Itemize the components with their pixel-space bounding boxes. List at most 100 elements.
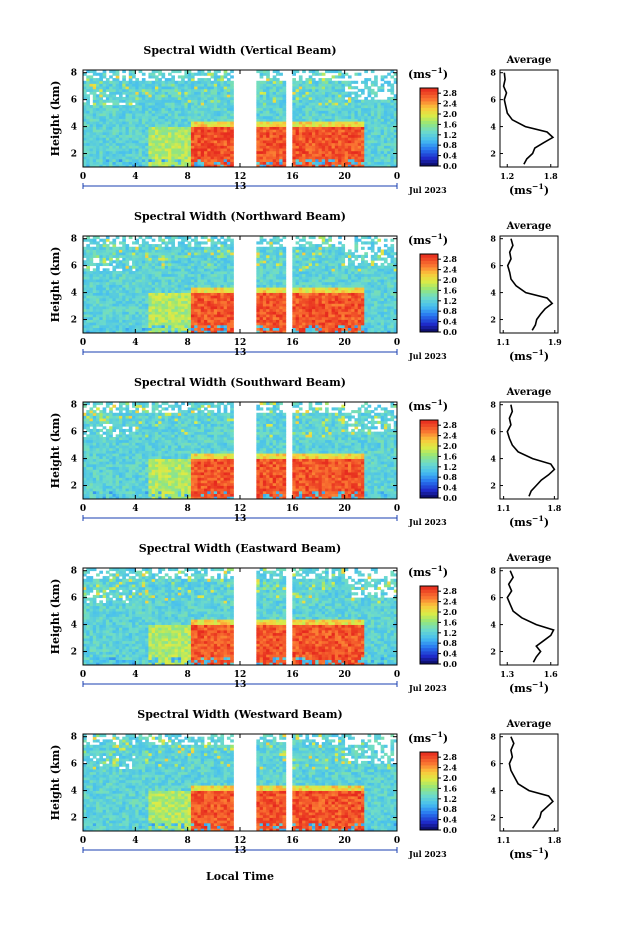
heatmap-cell	[302, 145, 306, 149]
heatmap-cell	[118, 134, 123, 138]
heatmap-cell	[279, 126, 283, 130]
heatmap-cell	[105, 110, 110, 114]
heatmap-cell	[295, 271, 300, 275]
heatmap-cell	[145, 129, 149, 133]
heatmap-cell	[197, 281, 202, 285]
date-label: Jul 2023	[408, 185, 447, 195]
heatmap-cell	[115, 145, 120, 149]
heatmap-cell	[226, 265, 231, 269]
heatmap-cell	[138, 252, 143, 256]
heatmap-cell	[361, 110, 365, 114]
heatmap-cell	[266, 260, 270, 264]
colorbar-segment	[420, 114, 438, 118]
heatmap-cell	[99, 158, 104, 163]
heatmap-cell	[168, 150, 172, 154]
heatmap-cell	[383, 123, 388, 127]
heatmap-cell	[141, 281, 146, 285]
heatmap-cell	[305, 140, 310, 144]
heatmap-cell	[213, 164, 218, 168]
heatmap-cell	[230, 150, 234, 154]
heatmap-cell	[217, 289, 221, 293]
heatmap-cell	[105, 284, 110, 288]
heatmap-cell	[266, 137, 270, 141]
heatmap-cell	[154, 134, 159, 138]
heatmap-cell	[269, 121, 274, 125]
heatmap-cell	[200, 249, 205, 253]
heatmap-cell	[194, 271, 198, 275]
heatmap-cell	[132, 279, 136, 283]
heatmap-cell	[256, 118, 261, 122]
heatmap-cell	[190, 142, 195, 146]
heatmap-cell	[86, 244, 90, 248]
heatmap-cell	[223, 292, 228, 296]
heatmap-cell	[125, 123, 130, 127]
heatmap-cell	[207, 86, 211, 90]
heatmap-cell	[105, 244, 110, 248]
heatmap-cell	[194, 306, 198, 310]
heatmap-cell	[256, 300, 261, 304]
heatmap-cell	[213, 322, 218, 326]
heatmap-cell	[295, 94, 300, 98]
heatmap-cell	[102, 254, 107, 258]
heatmap-cell	[204, 118, 208, 122]
heatmap-cell	[272, 94, 277, 98]
heatmap-cell	[125, 246, 130, 250]
heatmap-cell	[115, 75, 120, 79]
heatmap-cell	[230, 268, 234, 272]
heatmap-cell	[200, 126, 205, 130]
heatmap-cell	[354, 142, 359, 146]
heatmap-cell	[112, 148, 117, 152]
heatmap-cell	[135, 107, 139, 111]
heatmap-cell	[226, 238, 231, 242]
heatmap-cell	[141, 142, 146, 146]
heatmap-cell	[125, 99, 130, 103]
heatmap-cell	[141, 94, 146, 98]
heatmap-cell	[92, 273, 97, 277]
heatmap-cell	[125, 300, 130, 304]
heatmap-cell	[308, 102, 313, 106]
heatmap-cell	[181, 273, 185, 277]
heatmap-cell	[279, 137, 283, 141]
heatmap-cell	[125, 281, 130, 285]
heatmap-cell	[295, 126, 300, 130]
heatmap-cell	[383, 137, 388, 141]
colorbar-tick-label: 0.8	[443, 140, 457, 150]
heatmap-cell	[105, 236, 110, 240]
heatmap-cell	[187, 142, 192, 146]
heatmap-cell	[213, 271, 218, 275]
heatmap-cell	[315, 150, 319, 154]
heatmap-cell	[295, 308, 300, 312]
heatmap-cell	[259, 322, 264, 326]
heatmap-cell	[344, 80, 349, 84]
heatmap-cell	[145, 319, 149, 323]
heatmap-cell	[272, 91, 277, 95]
heatmap-cell	[86, 140, 90, 144]
heatmap-cell	[161, 161, 166, 165]
heatmap-cell	[207, 126, 211, 130]
heatmap-cell	[83, 96, 87, 101]
heatmap-cell	[223, 284, 228, 288]
heatmap-cell	[164, 94, 169, 98]
heatmap-cell	[328, 145, 332, 149]
heatmap-cell	[282, 156, 287, 160]
heatmap-cell	[118, 306, 123, 310]
heatmap-cell	[220, 78, 225, 82]
heatmap-cell	[200, 260, 205, 264]
heatmap-cell	[148, 268, 153, 272]
heatmap-cell	[226, 161, 231, 165]
heatmap-cell	[331, 142, 336, 146]
heatmap-cell	[266, 284, 270, 288]
heatmap-cell	[266, 126, 270, 130]
heatmap-cell	[213, 153, 218, 157]
heatmap-cell	[187, 137, 192, 141]
heatmap-cell	[207, 107, 211, 111]
heatmap-cell	[99, 105, 104, 109]
heatmap-cell	[341, 140, 346, 144]
heatmap-cell	[138, 303, 143, 307]
heatmap-cell	[184, 102, 189, 106]
heatmap-cell	[331, 153, 336, 157]
heatmap-cell	[204, 260, 208, 264]
heatmap-cell	[138, 131, 143, 136]
heatmap-cell	[128, 105, 133, 109]
heatmap-cell	[105, 140, 110, 144]
